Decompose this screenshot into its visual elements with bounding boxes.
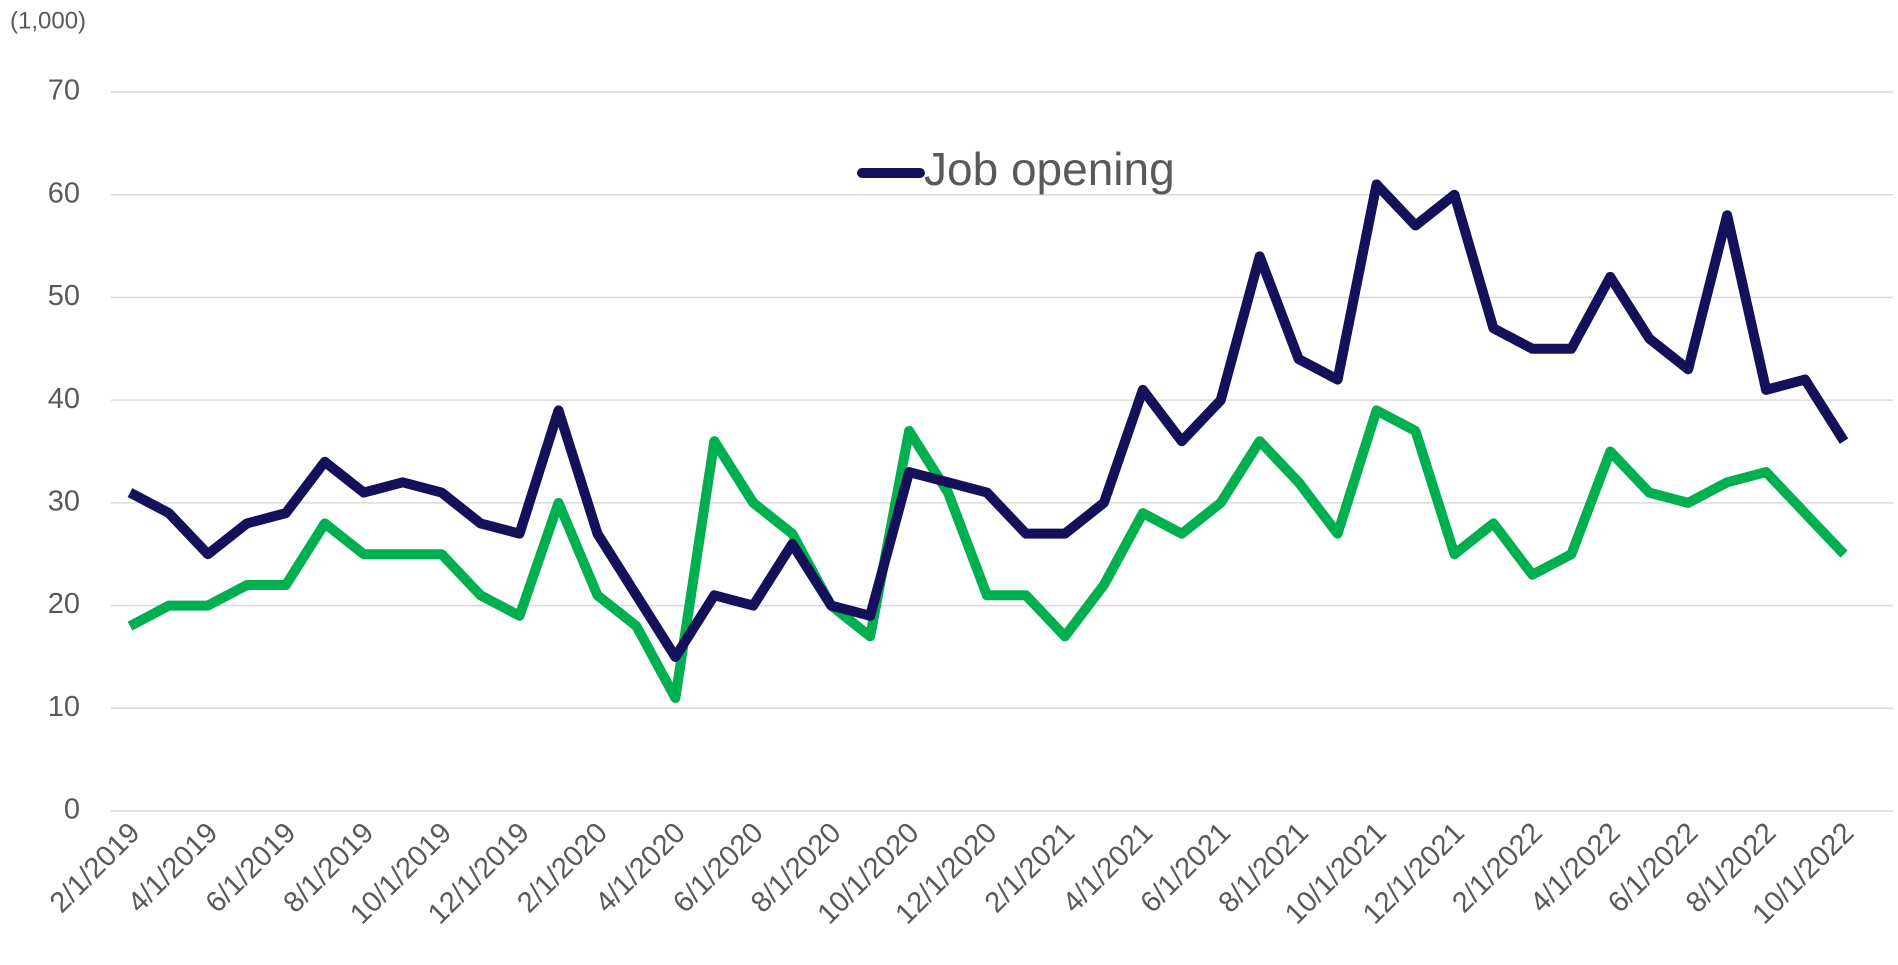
series-line xyxy=(127,179,1849,662)
y-tick-label: 30 xyxy=(48,486,80,518)
y-tick-label: 70 xyxy=(48,75,80,107)
y-unit: (1,000) xyxy=(10,7,86,34)
legend-label: Job opening xyxy=(924,143,1175,195)
y-tick-label: 0 xyxy=(64,794,80,826)
y-tick-label: 40 xyxy=(48,383,80,415)
y-tick-label: 20 xyxy=(48,588,80,620)
y-tick-label: 60 xyxy=(48,177,80,209)
y-tick-label: 10 xyxy=(48,691,80,723)
series-line xyxy=(127,405,1848,704)
y-tick-label: 50 xyxy=(48,280,80,312)
